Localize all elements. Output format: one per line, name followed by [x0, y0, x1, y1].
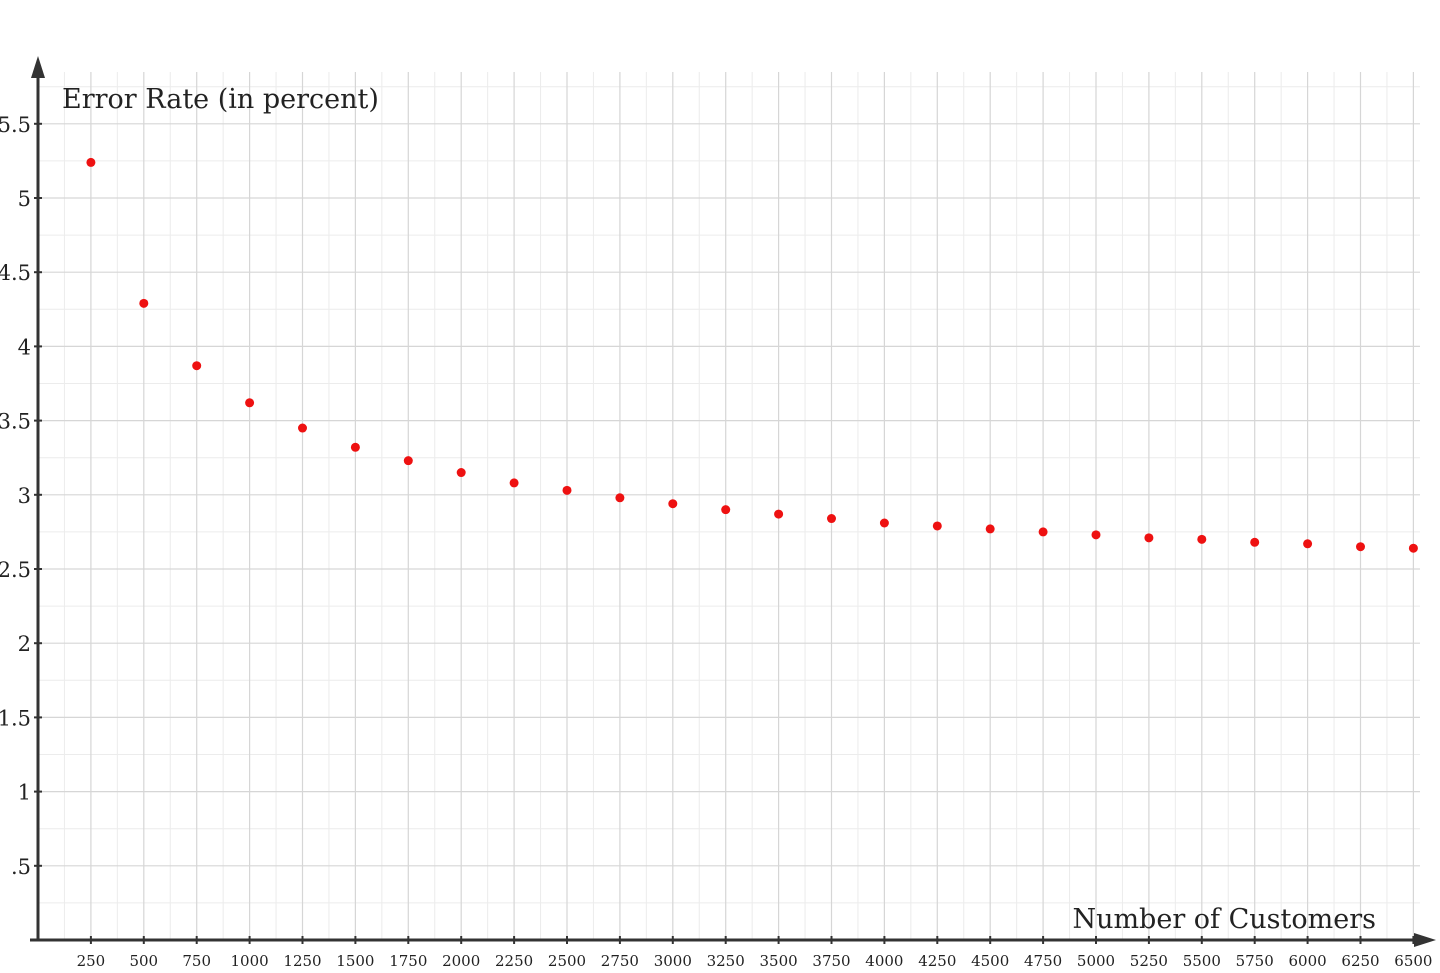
data-point: [615, 493, 625, 503]
data-point: [774, 509, 784, 519]
grid-minor: [38, 72, 1420, 940]
x-tick-label: 1750: [389, 952, 427, 970]
x-tick-label: 2000: [442, 952, 480, 970]
axes: [30, 56, 1436, 947]
data-point: [1356, 542, 1365, 552]
y-tick-label: 3: [18, 484, 31, 508]
data-point: [350, 442, 360, 452]
y-tick-label: 3.5: [0, 410, 31, 434]
x-tick-label: 4250: [918, 952, 956, 970]
x-ticks: 250 500 750 1000 1250 1500 1750 2000 2250 2500 275…: [77, 936, 1432, 970]
x-tick-label: 5500: [1183, 952, 1221, 970]
data-point: [1038, 527, 1048, 537]
data-point: [827, 514, 836, 524]
x-tick-label: 3000: [654, 952, 692, 970]
data-point: [721, 505, 731, 515]
data-point: [1197, 534, 1207, 544]
y-tick-label: 4.5: [0, 261, 31, 285]
data-point: [86, 157, 96, 167]
y-axis-title: Error Rate (in percent): [62, 84, 379, 115]
y-tick-label: 2.5: [0, 558, 31, 582]
x-tick-label: 3750: [812, 952, 850, 970]
data-point: [192, 361, 202, 371]
data-point: [298, 423, 307, 433]
data-point: [562, 485, 572, 495]
x-tick-label: 3500: [760, 952, 798, 970]
x-tick-label: 1250: [283, 952, 321, 970]
data-point: [932, 521, 942, 531]
x-tick-label: 4000: [865, 952, 903, 970]
y-ticks: .5 1 1.5 2 2.5 3 3.5 4 4.5 5 5.5: [0, 113, 42, 879]
x-tick-label: 5250: [1130, 952, 1168, 970]
x-tick-label: 4750: [1024, 952, 1062, 970]
x-tick-label: 6500: [1394, 952, 1432, 970]
data-point: [245, 398, 255, 408]
data-point: [985, 524, 995, 534]
x-tick-label: 4500: [971, 952, 1009, 970]
x-tick-label: 500: [129, 952, 158, 970]
data-point: [668, 499, 678, 509]
y-tick-label: 1.5: [0, 706, 31, 730]
y-tick-label: 4: [18, 335, 31, 359]
data-point: [509, 478, 519, 488]
x-tick-label: 6250: [1341, 952, 1379, 970]
x-tick-label: 6000: [1289, 952, 1327, 970]
x-tick-label: 250: [77, 952, 106, 970]
y-tick-label: 2: [18, 632, 31, 656]
data-point: [139, 298, 149, 308]
x-tick-label: 5000: [1077, 952, 1115, 970]
x-tick-label: 750: [182, 952, 211, 970]
data-point: [879, 518, 889, 528]
y-tick-label: 1: [18, 781, 31, 805]
x-tick-label: 1500: [336, 952, 374, 970]
data-point: [1408, 543, 1418, 553]
data-point: [403, 456, 413, 466]
x-tick-label: 5750: [1236, 952, 1274, 970]
x-axis-arrow: [1414, 933, 1436, 947]
x-tick-label: 1000: [231, 952, 269, 970]
data-points: [86, 157, 1418, 553]
x-axis-title: Number of Customers: [1072, 904, 1376, 935]
x-tick-label: 2250: [495, 952, 533, 970]
x-tick-label: 3250: [707, 952, 745, 970]
x-tick-label: 2750: [601, 952, 639, 970]
grid-major: [38, 72, 1420, 940]
y-tick-label: .5: [11, 855, 31, 879]
data-point: [456, 468, 466, 478]
data-point: [1250, 537, 1260, 547]
data-point: [1303, 539, 1313, 549]
data-point: [1144, 533, 1154, 543]
y-tick-label: 5: [18, 187, 31, 211]
data-point: [1091, 530, 1101, 540]
y-axis-arrow: [31, 56, 45, 78]
y-tick-label: 5.5: [0, 113, 31, 137]
x-tick-label: 2500: [548, 952, 586, 970]
